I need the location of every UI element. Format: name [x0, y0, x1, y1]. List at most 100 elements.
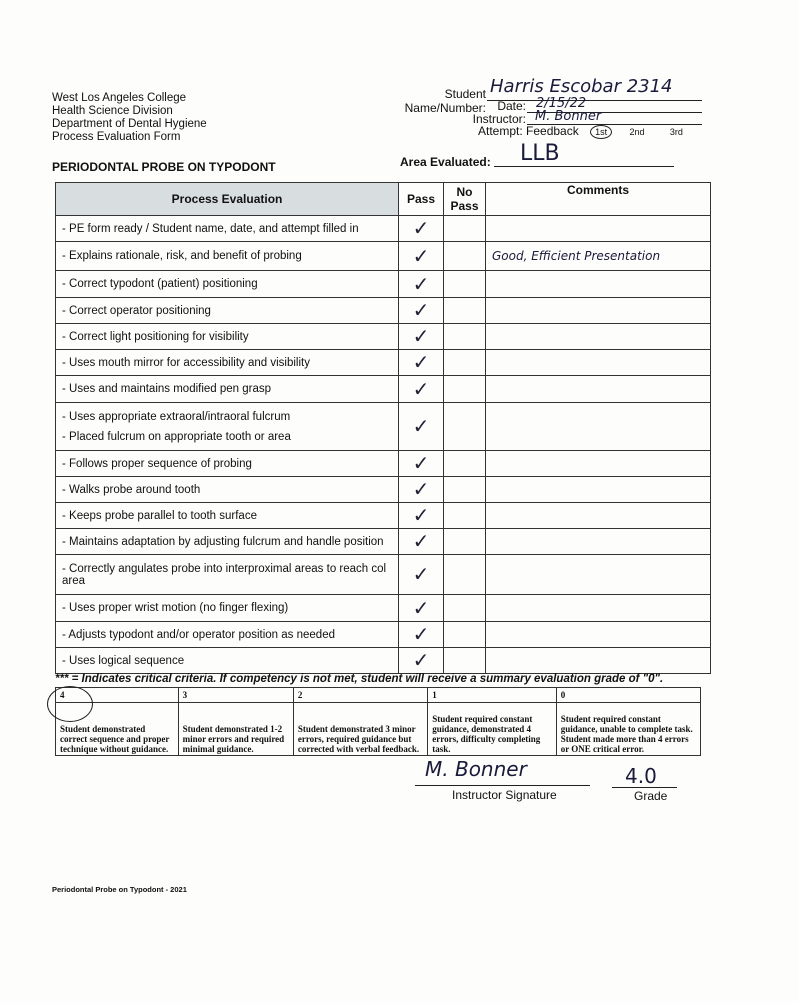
signature-label: Instructor Signature — [452, 788, 557, 802]
pass-cell[interactable]: ✓ — [398, 594, 444, 622]
pass-cell[interactable]: ✓ — [398, 647, 444, 674]
checkmark-icon: ✓ — [412, 505, 430, 527]
table-row: - Correctly angulates probe into interpr… — [55, 554, 711, 595]
rubric-score: 2 — [292, 687, 429, 703]
pass-cell[interactable]: ✓ — [398, 215, 444, 242]
comment-cell[interactable] — [485, 375, 711, 403]
pass-cell[interactable]: ✓ — [398, 476, 444, 503]
form-name: Process Evaluation Form — [52, 131, 181, 143]
checkmark-icon: ✓ — [412, 326, 430, 348]
rubric-description: Student demonstrated correct sequence an… — [55, 702, 179, 756]
process-step: - PE form ready / Student name, date, an… — [55, 215, 399, 242]
process-step: - Uses proper wrist motion (no finger fl… — [55, 594, 399, 622]
comment-cell[interactable] — [485, 297, 711, 324]
comment-cell[interactable]: Good, Efficient Presentation — [485, 241, 711, 271]
table-row: - Adjusts typodont and/or operator posit… — [55, 621, 711, 648]
process-step: - Correct light positioning for visibili… — [55, 323, 399, 350]
pass-cell[interactable]: ✓ — [398, 402, 444, 451]
pass-cell[interactable]: ✓ — [398, 297, 444, 324]
checkmark-icon: ✓ — [412, 564, 430, 586]
no-pass-cell[interactable] — [443, 349, 486, 376]
process-step: - Uses mouth mirror for accessibility an… — [55, 349, 399, 376]
pass-cell[interactable]: ✓ — [398, 323, 444, 350]
pass-cell[interactable]: ✓ — [398, 502, 444, 529]
attempt-1st[interactable]: 1st — [590, 125, 613, 139]
area-label: Area Evaluated: — [400, 155, 491, 169]
no-pass-cell[interactable] — [443, 297, 486, 324]
checkmark-icon: ✓ — [412, 650, 430, 672]
table-row: - Correct light positioning for visibili… — [55, 323, 711, 350]
table-row: - Walks probe around tooth ✓ — [55, 476, 711, 503]
no-pass-cell[interactable] — [443, 647, 486, 674]
comment-cell[interactable] — [485, 528, 711, 555]
no-pass-cell[interactable] — [443, 402, 486, 451]
table-row: - Correct operator positioning ✓ — [55, 297, 711, 324]
pass-cell[interactable]: ✓ — [398, 450, 444, 477]
header-no-pass: No Pass — [443, 182, 486, 216]
checkmark-icon: ✓ — [412, 416, 430, 438]
rubric-description: Student demonstrated 3 minor errors, req… — [292, 702, 429, 756]
pass-cell[interactable]: ✓ — [398, 349, 444, 376]
date-field[interactable]: 2/15/22 — [536, 96, 587, 111]
checkmark-icon: ✓ — [412, 378, 430, 401]
no-pass-cell[interactable] — [443, 215, 486, 242]
division-name: Health Science Division — [52, 105, 173, 117]
college-name: West Los Angeles College — [52, 92, 187, 104]
process-step: - Explains rationale, risk, and benefit … — [55, 241, 399, 271]
comment-cell[interactable] — [485, 502, 711, 529]
comment-cell[interactable] — [485, 450, 711, 477]
comment-cell[interactable] — [485, 647, 711, 674]
comment-cell[interactable] — [485, 621, 711, 648]
no-pass-cell[interactable] — [443, 502, 486, 529]
no-pass-cell[interactable] — [443, 450, 486, 477]
no-pass-cell[interactable] — [443, 528, 486, 555]
table-row: - Explains rationale, risk, and benefit … — [55, 241, 711, 271]
comment-cell[interactable] — [485, 215, 711, 242]
selected-score-circle — [47, 686, 93, 722]
rubric-description: Student demonstrated 1-2 minor errors an… — [177, 702, 294, 756]
attempt-feedback[interactable]: Feedback — [526, 124, 579, 138]
instructor-label: Instructor: — [472, 112, 526, 126]
process-step: - Uses logical sequence — [55, 647, 399, 674]
no-pass-cell[interactable] — [443, 554, 486, 595]
comment-cell[interactable] — [485, 476, 711, 503]
table-row: - Uses and maintains modified pen grasp ✓ — [55, 375, 711, 403]
no-pass-cell[interactable] — [443, 375, 486, 403]
pass-cell[interactable]: ✓ — [398, 241, 444, 271]
instructor-field[interactable]: M. Bonner — [535, 109, 602, 124]
pass-cell[interactable]: ✓ — [398, 270, 444, 298]
checkmark-icon: ✓ — [412, 624, 430, 646]
comment-cell[interactable] — [485, 594, 711, 622]
table-row: - Maintains adaptation by adjusting fulc… — [55, 528, 711, 555]
pass-cell[interactable]: ✓ — [398, 375, 444, 403]
process-step: - Follows proper sequence of probing — [55, 450, 399, 477]
no-pass-cell[interactable] — [443, 621, 486, 648]
no-pass-cell[interactable] — [443, 270, 486, 298]
comment-cell[interactable] — [485, 270, 711, 298]
checkmark-icon: ✓ — [412, 300, 430, 322]
date-label: Date: — [497, 99, 526, 113]
grade-label: Grade — [634, 789, 668, 803]
attempt-3rd[interactable]: 3rd — [669, 127, 683, 137]
checkmark-icon: ✓ — [412, 597, 430, 620]
table-row: - PE form ready / Student name, date, an… — [55, 215, 711, 242]
comment-cell[interactable] — [485, 323, 711, 350]
pass-cell[interactable]: ✓ — [398, 528, 444, 555]
student-name-field[interactable]: Harris Escobar 2314 — [490, 76, 673, 97]
no-pass-cell[interactable] — [443, 594, 486, 622]
pass-cell[interactable]: ✓ — [398, 554, 444, 595]
comment-cell[interactable] — [485, 349, 711, 376]
comment-cell[interactable] — [485, 402, 711, 451]
area-field[interactable]: LLB — [520, 141, 560, 166]
comment-cell[interactable] — [485, 554, 711, 595]
attempt-label: Attempt: — [478, 124, 523, 138]
pass-cell[interactable]: ✓ — [398, 621, 444, 648]
table-row: - Uses logical sequence ✓ — [55, 647, 711, 674]
attempt-2nd[interactable]: 2nd — [629, 127, 645, 137]
no-pass-cell[interactable] — [443, 323, 486, 350]
no-pass-cell[interactable] — [443, 241, 486, 271]
process-step: - Uses appropriate extraoral/intraoral f… — [55, 402, 399, 451]
no-pass-cell[interactable] — [443, 476, 486, 503]
institution-header: West Los Angeles College Health Science … — [52, 92, 207, 144]
